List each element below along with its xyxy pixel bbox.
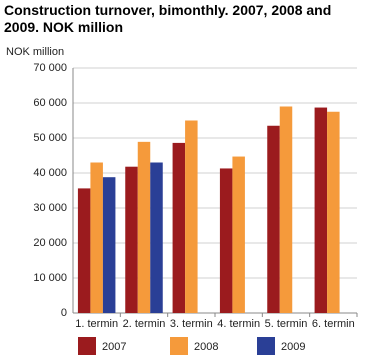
x-tick-label: 2. termin <box>123 318 166 330</box>
legend-label: 2009 <box>281 341 305 353</box>
y-tick-label: 60 000 <box>33 97 67 109</box>
y-tick-label: 30 000 <box>33 202 67 214</box>
bar <box>279 106 293 313</box>
x-tick-label: 6. termin <box>312 318 355 330</box>
y-tick-label: 20 000 <box>33 237 67 249</box>
chart-title: Construction turnover, bimonthly. 2007, … <box>4 2 332 35</box>
y-tick-label: 40 000 <box>33 167 67 179</box>
x-tick-label: 3. termin <box>170 318 213 330</box>
bar <box>137 141 151 313</box>
bar <box>185 120 198 313</box>
y-tick-label: 70 000 <box>33 62 67 74</box>
bar <box>314 107 328 313</box>
bar <box>90 162 103 313</box>
bar <box>150 162 163 313</box>
bar <box>172 142 186 313</box>
y-tick-label: 10 000 <box>33 272 67 284</box>
bar <box>102 177 116 313</box>
x-tick-label: 1. termin <box>75 318 118 330</box>
bar <box>267 125 280 313</box>
legend-swatch <box>257 337 275 355</box>
legend-label: 2008 <box>194 341 218 353</box>
bar <box>232 156 245 313</box>
legend-swatch <box>78 337 96 355</box>
bar <box>327 111 340 313</box>
y-tick-label: 50 000 <box>33 132 67 144</box>
y-tick-label: 0 <box>61 307 67 319</box>
x-tick-label: 5. termin <box>265 318 308 330</box>
legend-swatch <box>170 337 188 355</box>
y-axis-label: NOK million <box>6 46 64 58</box>
bar <box>125 166 138 313</box>
bar <box>77 188 91 313</box>
bar <box>219 168 233 313</box>
legend-label: 2007 <box>102 341 126 353</box>
x-tick-label: 4. termin <box>217 318 260 330</box>
